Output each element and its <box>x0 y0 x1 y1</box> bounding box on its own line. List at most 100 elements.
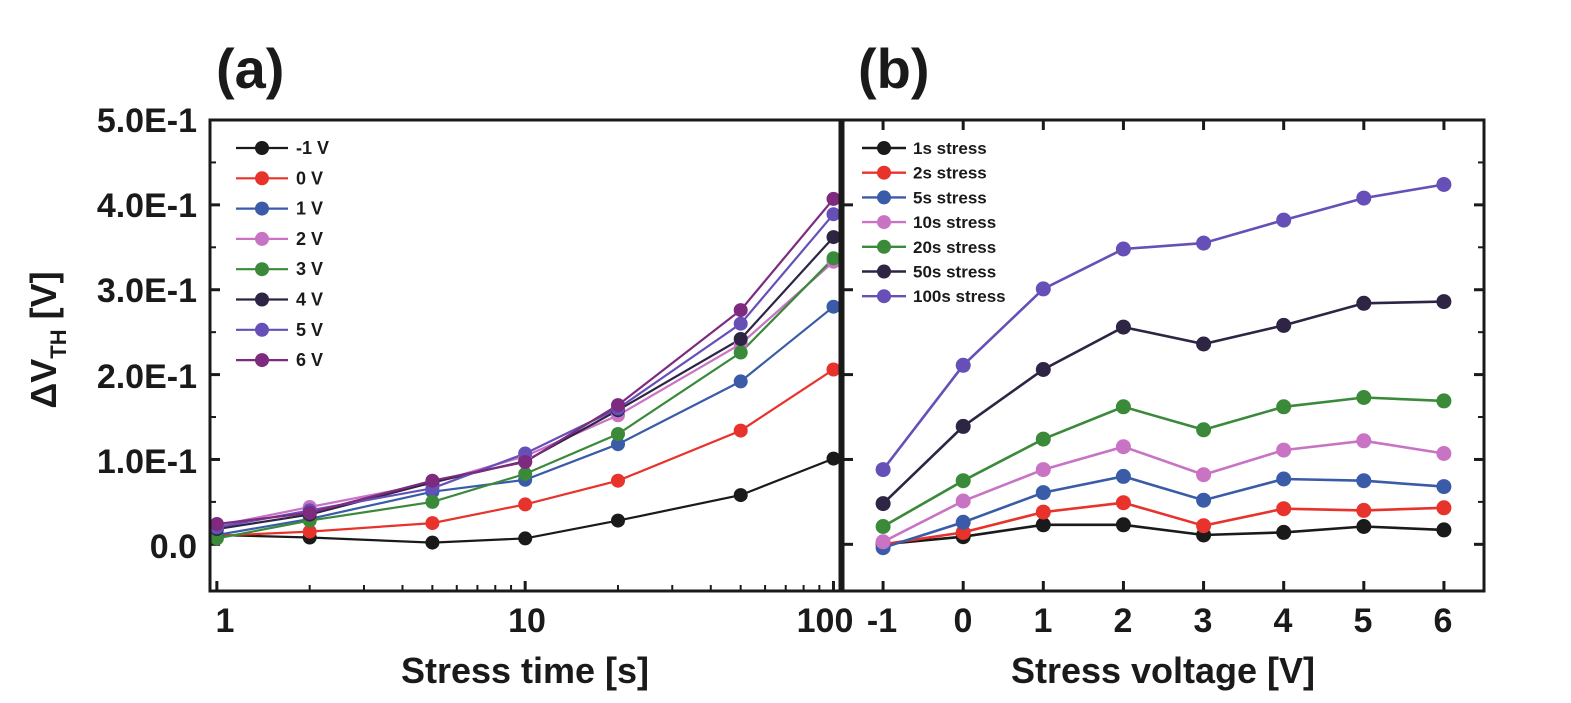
data-point <box>955 514 971 530</box>
panel-a-x-axis-title: Stress time [s] <box>401 650 649 691</box>
panel-a-frame <box>208 118 842 593</box>
data-point <box>1035 485 1051 501</box>
panel-a-label: (a) <box>216 37 284 100</box>
legend-marker <box>877 141 891 155</box>
data-point <box>733 345 748 360</box>
legend-marker <box>255 353 269 368</box>
data-point <box>1356 390 1372 405</box>
legend-marker <box>255 171 269 186</box>
data-point <box>955 357 971 373</box>
legend-marker <box>255 292 269 307</box>
legend-item: 3 V <box>236 259 323 279</box>
data-point <box>1196 235 1212 251</box>
data-point <box>1196 492 1212 508</box>
series-line-b-1 <box>882 501 1444 546</box>
legend-item: 6 V <box>236 350 323 370</box>
legend-label: 2 V <box>296 229 323 249</box>
legend-marker <box>255 141 269 155</box>
series-line-b-6 <box>882 183 1445 471</box>
x-tick-label: 2 <box>1114 602 1133 640</box>
data-point <box>1276 501 1292 517</box>
x-tick-label: -1 <box>867 602 897 640</box>
data-point <box>826 191 841 206</box>
y-tick-label: 4.0E-1 <box>97 187 197 225</box>
data-point <box>209 517 224 531</box>
data-point <box>1436 294 1452 310</box>
legend-marker <box>877 289 891 304</box>
data-point <box>425 535 440 550</box>
x-tick-label: 1 <box>216 602 235 640</box>
legend-item: 5s stress <box>862 188 987 207</box>
data-point <box>1436 522 1452 538</box>
data-point <box>1436 500 1452 516</box>
data-point <box>826 362 841 377</box>
legend-label: 2s stress <box>913 164 987 183</box>
legend-item: 20s stress <box>862 238 996 257</box>
legend-marker <box>255 231 269 246</box>
data-point <box>733 374 748 389</box>
panel-b-x-tick-labels: -1 0 1 2 3 4 5 6 <box>867 602 1453 640</box>
data-point <box>1356 502 1372 518</box>
data-point <box>1196 336 1212 352</box>
x-tick-label: 0 <box>954 602 973 640</box>
data-point <box>955 418 971 434</box>
series-line-b-4 <box>882 396 1444 528</box>
data-point <box>1115 241 1131 257</box>
data-point <box>1035 462 1051 478</box>
y-tick-label: 2.0E-1 <box>97 358 197 396</box>
data-point <box>1115 468 1131 484</box>
data-point <box>518 497 533 512</box>
data-point <box>611 473 625 488</box>
data-point <box>826 299 841 314</box>
data-point <box>302 524 317 539</box>
data-point <box>1276 212 1292 228</box>
legend-label: 100s stress <box>913 287 1006 306</box>
legend-item: 2 V <box>236 229 323 249</box>
data-point <box>826 251 841 266</box>
y-tick-labels: 0.0 1.0E-1 2.0E-1 3.0E-1 4.0E-1 5.0E-1 <box>97 102 197 566</box>
data-point <box>425 494 440 509</box>
data-point <box>1356 519 1372 534</box>
data-point <box>1436 177 1452 192</box>
data-point <box>1436 393 1452 409</box>
series-line-b-2 <box>882 475 1444 549</box>
x-tick-label: 100 <box>797 602 854 640</box>
panel-b-frame <box>841 118 1486 593</box>
data-point <box>733 316 748 331</box>
legend-item: -1 V <box>236 138 329 158</box>
legend-marker <box>877 165 891 180</box>
y-tick-label: 3.0E-1 <box>97 272 197 310</box>
legend-item: 10s stress <box>862 213 996 232</box>
legend-marker <box>877 215 891 230</box>
legend-marker <box>255 322 269 337</box>
data-point <box>875 519 891 534</box>
legend-item: 50s stress <box>862 263 996 282</box>
legend-marker <box>877 190 891 205</box>
data-point <box>1276 442 1292 458</box>
y-axis-title-sub: TH <box>46 329 71 358</box>
data-point <box>1276 524 1292 540</box>
series-line-b-3 <box>882 439 1445 543</box>
y-axis-title-main: ΔV <box>23 359 64 409</box>
legend-item: 1 V <box>236 199 323 219</box>
data-point <box>518 531 533 546</box>
data-point <box>1196 422 1212 438</box>
data-point <box>733 488 748 503</box>
data-point <box>1035 517 1051 533</box>
data-point <box>1356 190 1372 206</box>
data-point <box>1115 399 1131 415</box>
data-point <box>611 427 625 441</box>
data-point <box>1436 446 1452 461</box>
data-point <box>611 398 625 413</box>
data-point <box>425 473 440 488</box>
data-point <box>1115 439 1131 455</box>
panel-b: -1 0 1 2 3 4 5 6 Stress voltage [V] 1s s… <box>841 118 1486 691</box>
data-point <box>733 303 748 318</box>
data-point <box>875 496 891 512</box>
panel-b-points <box>875 177 1452 556</box>
data-point <box>1115 495 1131 511</box>
y-tick-label: 1.0E-1 <box>97 443 197 481</box>
data-point <box>1035 362 1051 377</box>
data-point <box>826 230 841 245</box>
data-point <box>1196 518 1212 534</box>
